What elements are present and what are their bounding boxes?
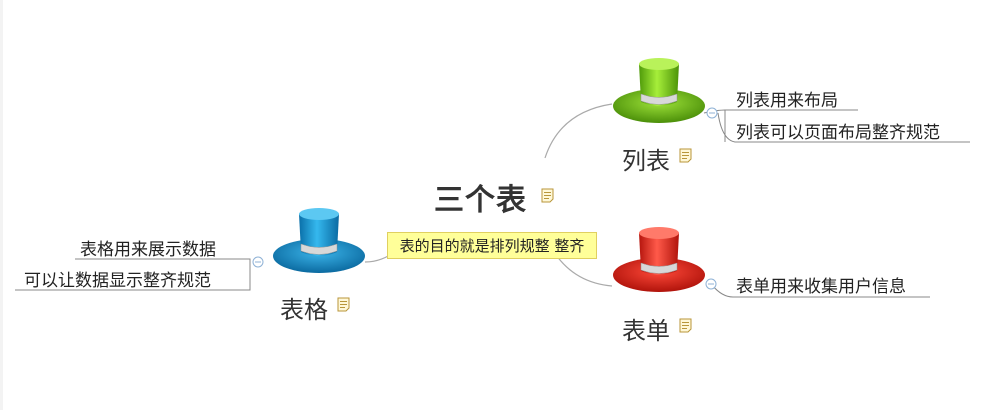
collapse-button-list	[706, 107, 718, 119]
central-topic-title[interactable]: 三个表	[434, 183, 527, 218]
leaf-table-1[interactable]: 表格用来展示数据	[80, 240, 216, 260]
leaf-form-1[interactable]: 表单用来收集用户信息	[736, 277, 906, 297]
note-icon[interactable]	[337, 297, 350, 312]
note-icon[interactable]	[679, 318, 692, 333]
blue-hat-icon	[273, 208, 365, 273]
node-label-table[interactable]: 表格	[280, 296, 328, 324]
note-icon[interactable]	[541, 188, 554, 203]
green-hat-icon	[613, 58, 705, 123]
node-label-list[interactable]: 列表	[622, 147, 670, 175]
leaf-table-2[interactable]: 可以让数据显示整齐规范	[24, 271, 211, 291]
note-icon[interactable]	[679, 148, 692, 163]
leaf-list-1[interactable]: 列表用来布局	[736, 91, 838, 111]
collapse-button-table	[252, 256, 264, 268]
relationship-label[interactable]: 表的目的就是排列规整 整齐	[387, 232, 597, 259]
left-edge	[0, 0, 3, 410]
red-hat-icon	[613, 227, 705, 292]
node-label-form[interactable]: 表单	[622, 317, 670, 345]
collapse-button-form	[705, 278, 717, 290]
leaf-list-2[interactable]: 列表可以页面布局整齐规范	[736, 123, 940, 143]
